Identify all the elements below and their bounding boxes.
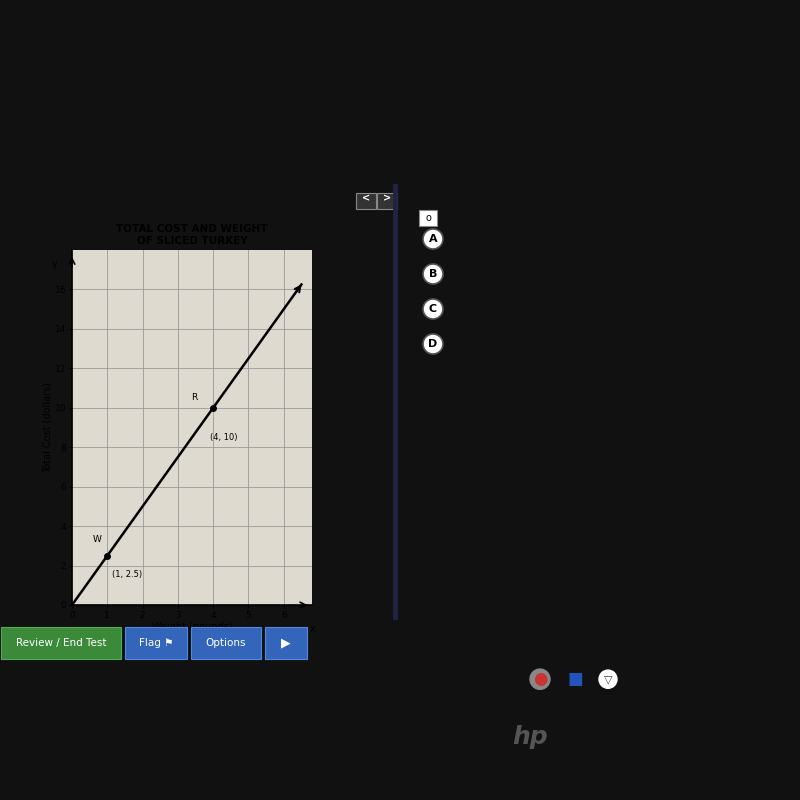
Circle shape bbox=[423, 334, 443, 354]
Text: A: A bbox=[429, 234, 438, 244]
FancyBboxPatch shape bbox=[356, 193, 376, 209]
FancyBboxPatch shape bbox=[377, 193, 397, 209]
Text: (4, 10): (4, 10) bbox=[210, 434, 237, 442]
Title: TOTAL COST AND WEIGHT
OF SLICED TURKEY: TOTAL COST AND WEIGHT OF SLICED TURKEY bbox=[116, 224, 268, 246]
Text: o: o bbox=[425, 213, 431, 223]
Text: ▽: ▽ bbox=[604, 674, 612, 684]
FancyBboxPatch shape bbox=[125, 627, 187, 659]
Y-axis label: Total Cost (dollars): Total Cost (dollars) bbox=[42, 382, 52, 473]
Text: x: x bbox=[310, 624, 315, 634]
Text: Flag ⚑: Flag ⚑ bbox=[139, 638, 173, 648]
Text: Point R means that the unit rate is 4 pounds per dollar.: Point R means that the unit rate is 4 po… bbox=[448, 267, 774, 281]
Text: Review / End Test: Review / End Test bbox=[16, 638, 106, 648]
Text: R: R bbox=[190, 393, 197, 402]
Text: B: B bbox=[429, 269, 437, 279]
Circle shape bbox=[530, 669, 550, 690]
Text: Point W means that the unit rate is $2.50 per pound.: Point W means that the unit rate is $2.5… bbox=[448, 302, 761, 315]
Text: Point R means that the unit rate is $10.00 per pound.: Point R means that the unit rate is $10.… bbox=[448, 233, 765, 246]
Text: Point W means that the unit rate is 2.5 pounds per dollar.: Point W means that the unit rate is 2.5 … bbox=[448, 338, 788, 350]
FancyBboxPatch shape bbox=[265, 627, 307, 659]
FancyBboxPatch shape bbox=[419, 210, 437, 226]
Text: ■: ■ bbox=[567, 670, 583, 688]
Text: >: > bbox=[383, 193, 391, 203]
Text: hp: hp bbox=[512, 725, 548, 749]
Circle shape bbox=[423, 264, 443, 284]
Text: D: D bbox=[428, 339, 438, 349]
Text: Options: Options bbox=[206, 638, 246, 648]
X-axis label: Weight (pounds): Weight (pounds) bbox=[152, 622, 232, 632]
Text: C: C bbox=[429, 304, 437, 314]
FancyBboxPatch shape bbox=[1, 627, 121, 659]
Text: W: W bbox=[92, 535, 101, 544]
Text: Which of the following statements is true?: Which of the following statements is tru… bbox=[420, 190, 685, 203]
Text: (1, 2.5): (1, 2.5) bbox=[111, 570, 142, 578]
Circle shape bbox=[423, 299, 443, 319]
Text: y: y bbox=[51, 259, 58, 269]
Circle shape bbox=[423, 229, 443, 249]
Text: ▶: ▶ bbox=[281, 637, 291, 650]
Text: ●: ● bbox=[533, 670, 547, 688]
Circle shape bbox=[599, 670, 617, 688]
Text: abeled on the graph shown below.: abeled on the graph shown below. bbox=[2, 202, 205, 215]
Text: <: < bbox=[362, 193, 370, 203]
FancyBboxPatch shape bbox=[191, 627, 261, 659]
